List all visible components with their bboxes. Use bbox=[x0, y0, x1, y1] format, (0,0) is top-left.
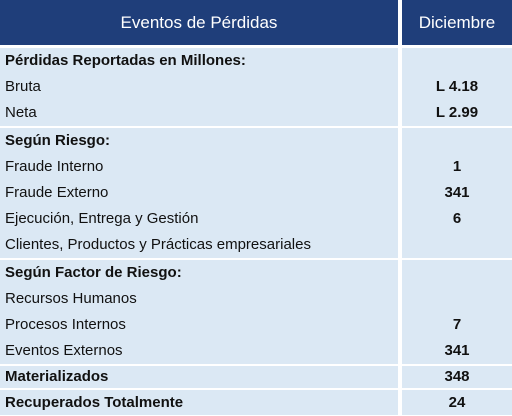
risk-section: Según Riesgo: Fraude Interno 1 Fraude Ex… bbox=[0, 128, 512, 258]
row-value: 24 bbox=[448, 394, 466, 411]
row-label: Bruta bbox=[5, 78, 41, 95]
header-events-label: Eventos de Pérdidas bbox=[120, 13, 278, 32]
table-row: Clientes, Productos y Prácticas empresar… bbox=[0, 232, 512, 258]
table-row: Recuperados Totalmente 24 bbox=[0, 390, 512, 416]
table-row: Eventos Externos 341 bbox=[0, 338, 512, 364]
header-month-label: Diciembre bbox=[418, 13, 496, 32]
table-row: Según Factor de Riesgo: bbox=[0, 260, 512, 286]
section-title: Según Factor de Riesgo: bbox=[5, 264, 182, 281]
table-header: Eventos de Pérdidas Diciembre bbox=[0, 0, 512, 45]
header-divider bbox=[398, 0, 402, 45]
row-label: Fraude Interno bbox=[5, 158, 104, 175]
column-divider bbox=[398, 366, 402, 388]
row-value bbox=[402, 286, 512, 312]
row-label: Neta bbox=[5, 104, 37, 121]
row-value: L 4.18 bbox=[435, 78, 479, 95]
materialized-section: Materializados 348 bbox=[0, 366, 512, 388]
row-value: 341 bbox=[444, 342, 470, 359]
row-label: Procesos Internos bbox=[5, 316, 126, 333]
row-value: 348 bbox=[444, 368, 470, 385]
row-label: Clientes, Productos y Prácticas empresar… bbox=[5, 236, 311, 253]
row-label: Recursos Humanos bbox=[5, 290, 137, 307]
row-value bbox=[402, 232, 512, 258]
row-value: 6 bbox=[452, 210, 462, 227]
row-label: Ejecución, Entrega y Gestión bbox=[5, 210, 199, 227]
row-label: Materializados bbox=[5, 368, 109, 385]
table-row: Fraude Interno 1 bbox=[0, 154, 512, 180]
row-label: Eventos Externos bbox=[5, 342, 123, 359]
recovered-section: Recuperados Totalmente 24 bbox=[0, 390, 512, 415]
section-title: Pérdidas Reportadas en Millones: bbox=[5, 52, 246, 69]
row-label: Recuperados Totalmente bbox=[5, 394, 184, 411]
column-divider bbox=[398, 128, 402, 258]
table-row: Recursos Humanos bbox=[0, 286, 512, 312]
section-title: Según Riesgo: bbox=[5, 132, 111, 149]
row-value: 1 bbox=[452, 158, 462, 175]
table-row: Ejecución, Entrega y Gestión 6 bbox=[0, 206, 512, 232]
table-row: Pérdidas Reportadas en Millones: bbox=[0, 48, 512, 74]
table-row: Bruta L 4.18 bbox=[0, 74, 512, 100]
table-row: Neta L 2.99 bbox=[0, 100, 512, 126]
row-label: Fraude Externo bbox=[5, 184, 109, 201]
table-row: Según Riesgo: bbox=[0, 128, 512, 154]
row-value: 341 bbox=[444, 184, 470, 201]
risk-factor-section: Según Factor de Riesgo: Recursos Humanos… bbox=[0, 260, 512, 364]
column-divider bbox=[398, 260, 402, 364]
column-divider bbox=[398, 390, 402, 415]
table-row: Materializados 348 bbox=[0, 364, 512, 390]
row-value: L 2.99 bbox=[435, 104, 479, 121]
column-divider bbox=[398, 48, 402, 126]
table-row: Procesos Internos 7 bbox=[0, 312, 512, 338]
row-value: 7 bbox=[452, 316, 462, 333]
table-row: Fraude Externo 341 bbox=[0, 180, 512, 206]
losses-section: Pérdidas Reportadas en Millones: Bruta L… bbox=[0, 48, 512, 126]
